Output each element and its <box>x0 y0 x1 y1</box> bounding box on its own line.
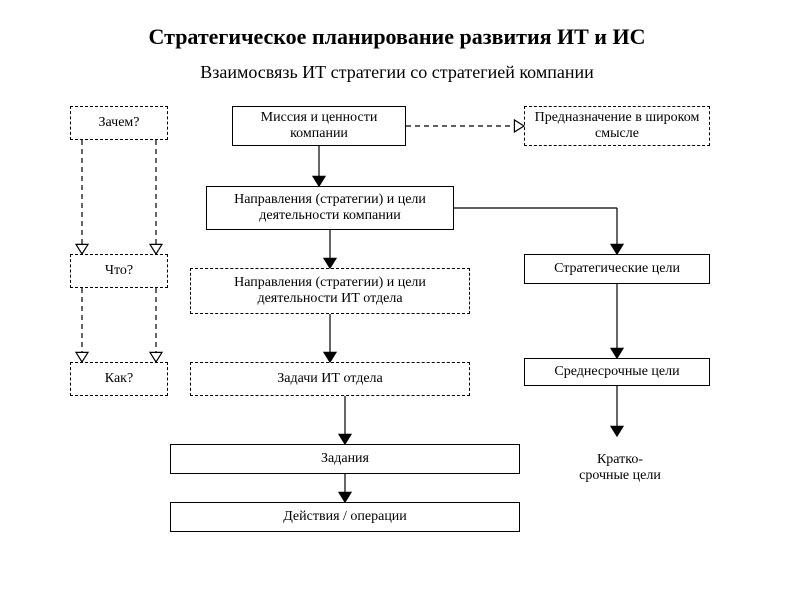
node-strat-goals: Стратегические цели <box>524 254 710 284</box>
node-actions: Действия / операции <box>170 502 520 532</box>
node-dir-it: Направления (стратегии) и цели деятельно… <box>190 268 470 314</box>
node-mid-goals: Среднесрочные цели <box>524 358 710 386</box>
node-how: Как? <box>70 362 168 396</box>
node-tasks-it: Задачи ИТ отдела <box>190 362 470 396</box>
page-subtitle: Взаимосвязь ИТ стратегии со стратегией к… <box>0 62 794 83</box>
diagram-page: Стратегическое планирование развития ИТ … <box>0 0 794 595</box>
node-why: Зачем? <box>70 106 168 140</box>
node-short-goals: Кратко- срочные цели <box>570 438 670 498</box>
page-title: Стратегическое планирование развития ИТ … <box>0 24 794 50</box>
node-dir-company: Направления (стратегии) и цели деятельно… <box>206 186 454 230</box>
node-mission: Миссия и ценности компании <box>232 106 406 146</box>
node-what: Что? <box>70 254 168 288</box>
node-tasks: Задания <box>170 444 520 474</box>
node-purpose: Предназначение в широком смысле <box>524 106 710 146</box>
